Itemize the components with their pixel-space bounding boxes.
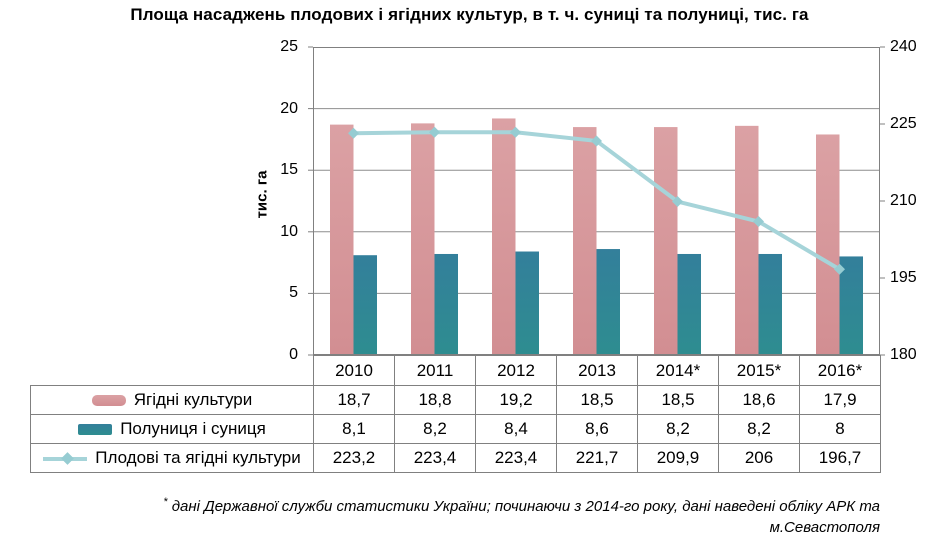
bar-berry-crops [492, 118, 516, 356]
year-header-row: 2010 2011 2012 2013 2014* 2015* 2016* [30, 355, 881, 386]
bar-berry-crops [735, 125, 759, 356]
value-cell: 17,9 [799, 385, 881, 415]
bar-strawberry [758, 253, 782, 355]
bar-berry-crops [654, 127, 678, 355]
value-cell: 18,6 [718, 385, 800, 415]
bar-strawberry [515, 251, 539, 355]
y-axis-right-tick-label: 225 [890, 115, 917, 132]
bar-strawberry [434, 253, 458, 355]
plot-border [313, 47, 880, 355]
footnote-line-1: * дані Державної служби статистики Украї… [163, 496, 880, 515]
bar-strawberry [677, 253, 701, 355]
table-row: Плодові та ягідні культури 223,2 223,4 223,… [30, 443, 881, 473]
year-cell: 2015* [718, 355, 800, 386]
chart-title: Площа насаджень плодових і ягідних культ… [130, 5, 809, 24]
y-axis-left-tick-label: 15 [280, 161, 298, 179]
table-corner [30, 355, 314, 386]
line-marker [591, 135, 602, 147]
value-cell: 223,4 [394, 443, 476, 473]
legend-line-swatch-icon [43, 452, 88, 465]
line-marker [510, 126, 521, 138]
year-cell: 2010 [313, 355, 395, 386]
series-name: Ягідні культури [133, 390, 253, 409]
value-cell: 18,5 [556, 385, 638, 415]
value-cell: 8,2 [394, 414, 476, 444]
value-cell: 8 [799, 414, 881, 444]
series-label-cell: Ягідні культури [30, 385, 314, 415]
y-axis-left-tick-label: 25 [280, 38, 298, 55]
value-cell: 18,5 [637, 385, 719, 415]
value-cell: 221,7 [556, 443, 638, 473]
y-axis-left-tick-label: 20 [280, 99, 298, 117]
year-cell: 2013 [556, 355, 638, 386]
value-cell: 8,2 [637, 414, 719, 444]
y-axis-right-tick-label: 240 [890, 38, 917, 55]
y-axis-right-tick-label: 180 [890, 346, 917, 363]
bar-berry-crops [411, 123, 435, 355]
line-marker [753, 216, 764, 228]
series-name: Плодові та ягідні культури [95, 448, 301, 467]
value-cell: 196,7 [799, 443, 881, 473]
footnote-line-2: м.Севастополя [769, 519, 880, 536]
table-row: Полуниця і суниця 8,1 8,2 8,4 8,6 8,2 8,2 8 [30, 414, 881, 444]
y-axis-left-tick-label: 0 [289, 346, 298, 363]
series-label-cell: Плодові та ягідні культури [30, 443, 314, 473]
value-cell: 18,8 [394, 385, 476, 415]
value-cell: 223,4 [475, 443, 557, 473]
value-cell: 8,1 [313, 414, 395, 444]
line-marker [834, 263, 845, 275]
legend-bar-swatch-icon [78, 424, 113, 436]
bar-strawberry [353, 255, 377, 355]
footnote: * дані Державної служби статистики Украї… [90, 492, 880, 538]
year-cell: 2011 [394, 355, 476, 386]
bar-strawberry [839, 256, 863, 355]
year-cell: 2014* [637, 355, 719, 386]
year-cell: 2012 [475, 355, 557, 386]
bar-berry-crops [573, 127, 597, 355]
value-cell: 18,7 [313, 385, 395, 415]
bar-strawberry [596, 249, 620, 355]
y-axis-left-tick-label: 5 [289, 284, 298, 302]
year-cell: 2016* [799, 355, 881, 386]
footnote-asterisk: * [163, 496, 168, 508]
legend-line-diamond-icon [61, 452, 75, 465]
line-marker [672, 196, 683, 208]
line-marker [429, 126, 440, 138]
y-axis-right-tick-label: 210 [890, 192, 917, 209]
legend-bar-swatch-icon [91, 395, 126, 407]
value-cell: 19,2 [475, 385, 557, 415]
value-cell: 206 [718, 443, 800, 473]
plot-area [308, 46, 885, 356]
bar-berry-crops [330, 124, 354, 355]
series-name: Полуниця і суниця [120, 419, 266, 438]
series-label-cell: Полуниця і суниця [30, 414, 314, 444]
bar-berry-crops [816, 134, 840, 355]
value-cell: 8,2 [718, 414, 800, 444]
y-axis-right-tick-label: 195 [890, 269, 917, 286]
value-cell: 8,6 [556, 414, 638, 444]
table-row: Ягідні культури 18,7 18,8 19,2 18,5 18,5 18,6 1… [30, 385, 881, 415]
y-axis-left-tick-label: 10 [280, 222, 298, 240]
data-table: 2010 2011 2012 2013 2014* 2015* 2016* Ягідні ку… [30, 355, 881, 473]
value-cell: 209,9 [637, 443, 719, 473]
value-cell: 8,4 [475, 414, 557, 444]
value-cell: 223,2 [313, 443, 395, 473]
